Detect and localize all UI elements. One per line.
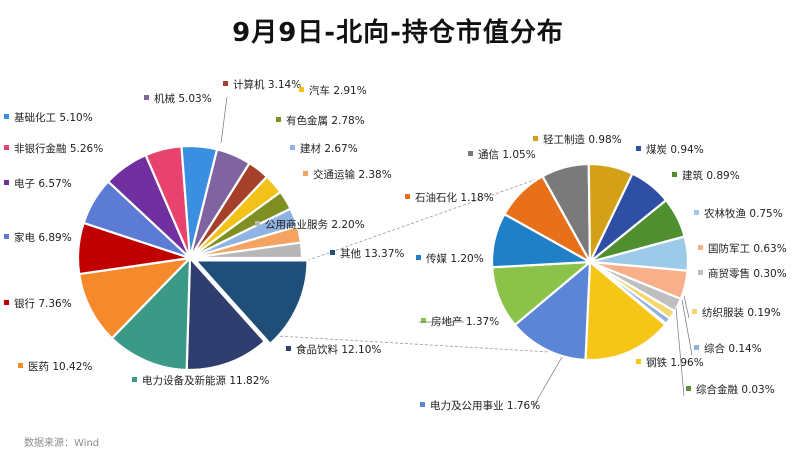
detail-slice-label-6: 商贸零售 0.30% [708, 267, 787, 280]
main-legend-marker-3 [18, 363, 23, 368]
detail-slice-label-14: 石油石化 1.18% [415, 191, 494, 204]
connector-line-top [307, 177, 541, 261]
detail-slice-10 [584, 259, 667, 362]
main-legend-marker-14 [303, 171, 308, 176]
main-slice-label-5: 家电 6.89% [14, 231, 72, 244]
detail-legend-marker-1 [533, 136, 538, 141]
leader-computer [220, 96, 228, 144]
main-slice-label-15: 公用商业服务 2.20% [265, 218, 365, 231]
connector-line-bottom [240, 333, 551, 353]
main-slice-label-0: 其他 13.37% [340, 247, 404, 260]
detail-slice-label-4: 农林牧渔 0.75% [704, 207, 783, 220]
detail-legend-marker-2 [636, 146, 641, 151]
detail-legend-marker-5 [698, 245, 703, 250]
detail-pie [490, 162, 690, 362]
detail-slice-label-11: 电力及公用事业 1.76% [430, 399, 540, 412]
main-legend-marker-11 [299, 87, 304, 92]
detail-legend-marker-10 [636, 359, 641, 364]
main-slice-15 [189, 241, 304, 260]
main-legend-marker-9 [144, 95, 149, 100]
leader-composite-finance [675, 307, 685, 397]
detail-legend-marker-9 [686, 386, 691, 391]
detail-slice-label-12: 房地产 1.37% [431, 315, 499, 328]
detail-legend-marker-13 [416, 255, 421, 260]
detail-slice-label-13: 传媒 1.20% [426, 252, 484, 265]
detail-legend-marker-4 [694, 210, 699, 215]
detail-slice-label-5: 国防军工 0.63% [708, 242, 787, 255]
leader-power-utility [532, 356, 563, 408]
detail-legend-marker-11 [420, 402, 425, 407]
main-slice-label-4: 银行 7.36% [14, 297, 72, 310]
main-slice-label-10: 计算机 3.14% [233, 78, 301, 91]
main-slice-label-2: 电力设备及新能源 11.82% [142, 374, 269, 387]
detail-slice-label-9: 综合金融 0.03% [696, 383, 775, 396]
main-slice-1 [185, 255, 267, 372]
main-legend-marker-4 [4, 300, 9, 305]
detail-slice-label-7: 纺织服装 0.19% [702, 306, 781, 319]
detail-slice-label-10: 钢铁 1.96% [646, 356, 704, 369]
detail-legend-marker-7 [692, 309, 697, 314]
main-legend-marker-12 [276, 117, 281, 122]
main-slice-label-13: 建材 2.67% [300, 142, 358, 155]
chart-title: 9月9日-北向-持仓市值分布 [232, 18, 564, 48]
detail-slice-label-8: 综合 0.14% [704, 342, 762, 355]
main-legend-marker-13 [290, 145, 295, 150]
main-slice-label-11: 汽车 2.91% [309, 84, 367, 97]
main-slice-3 [77, 256, 194, 340]
main-legend-marker-8 [4, 114, 9, 119]
detail-legend-marker-3 [672, 172, 677, 177]
main-slice-label-3: 医药 10.42% [28, 361, 92, 373]
main-pie [76, 144, 309, 372]
main-legend-marker-5 [4, 234, 9, 239]
main-legend-marker-10 [223, 81, 228, 86]
detail-legend-marker-14 [405, 194, 410, 199]
detail-slice-label-1: 轻工制造 0.98% [543, 133, 622, 146]
main-legend-marker-1 [286, 346, 291, 351]
connector-lines [240, 177, 551, 353]
main-legend-marker-0 [330, 250, 335, 255]
detail-slice-label-3: 建筑 0.89% [682, 169, 740, 182]
detail-legend-marker-8 [694, 345, 699, 350]
slice-labels: 其他 13.37% 食品饮料 12.10% 电力设备及新能源 11.82% 医药 10… [4, 78, 787, 412]
main-slice-label-9: 机械 5.03% [154, 92, 212, 105]
main-legend-marker-6 [4, 180, 9, 185]
detail-legend-marker-6 [698, 270, 703, 275]
leader-textile [683, 295, 690, 319]
main-slice-label-14: 交通运输 2.38% [313, 168, 392, 181]
main-slice-label-12: 有色金属 2.78% [286, 114, 365, 127]
detail-slice-label-2: 煤炭 0.94% [646, 143, 704, 156]
main-slice-label-6: 电子 6.57% [14, 177, 72, 190]
detail-slice-14 [502, 174, 593, 265]
leader-composite [681, 299, 693, 356]
main-slice-0 [193, 259, 309, 346]
main-slice-2 [110, 255, 192, 372]
detail-legend-marker-12 [421, 318, 426, 323]
main-slice-label-7: 非银行金融 5.26% [14, 142, 103, 155]
detail-legend-marker-0 [468, 151, 473, 156]
main-legend-marker-15 [255, 221, 260, 226]
detail-slice-11 [513, 259, 592, 362]
data-source-note: 数据来源：Wind [24, 438, 100, 449]
detail-slice-label-0: 通信 1.05% [478, 149, 536, 161]
main-slice-label-8: 基础化工 5.10% [14, 111, 93, 124]
main-slice-label-1: 食品饮料 12.10% [296, 343, 381, 356]
main-legend-marker-7 [4, 145, 9, 150]
main-legend-marker-2 [132, 377, 137, 382]
